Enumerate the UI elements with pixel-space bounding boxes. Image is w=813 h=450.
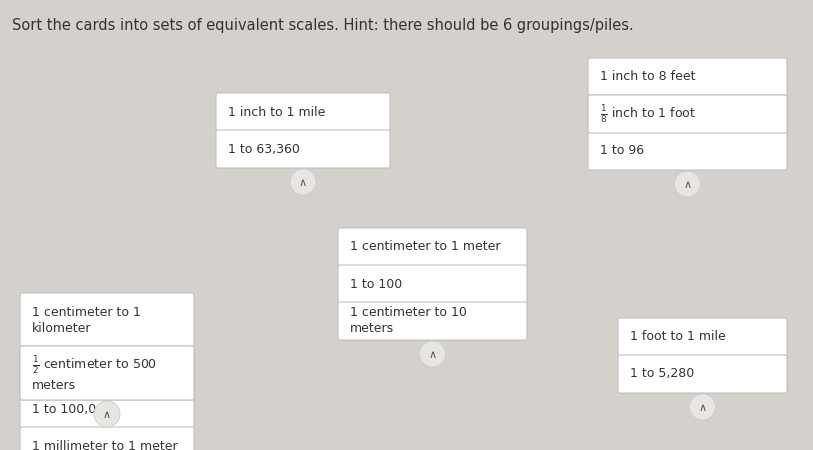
Text: ∧: ∧ [684,180,692,190]
Text: 1 inch to 8 feet: 1 inch to 8 feet [600,71,695,84]
Text: ½ centimeter to 500
meters: ½ centimeter to 500 meters [32,359,161,387]
Text: 1 centimeter to 1 meter: 1 centimeter to 1 meter [350,240,501,253]
Text: 1 inch to 1,000 inches: 1 inch to 1,000 inches [32,365,171,378]
Text: ∧: ∧ [299,178,307,188]
FancyBboxPatch shape [20,293,194,347]
Text: 1 centimeter to 10
meters: 1 centimeter to 10 meters [350,306,467,336]
Circle shape [675,171,701,197]
Text: 1 to 63,360: 1 to 63,360 [228,143,300,156]
Text: $\frac{1}{2}$ centimeter to 500
meters: $\frac{1}{2}$ centimeter to 500 meters [32,354,157,392]
FancyBboxPatch shape [216,93,390,131]
FancyBboxPatch shape [216,130,390,168]
FancyBboxPatch shape [618,318,787,356]
Text: 1 millimeter to 1 meter: 1 millimeter to 1 meter [32,440,177,450]
FancyBboxPatch shape [588,58,787,96]
Text: 1 to 100: 1 to 100 [350,278,402,291]
Text: 1 foot to 1 mile: 1 foot to 1 mile [630,330,726,343]
FancyBboxPatch shape [338,302,527,340]
Circle shape [689,394,715,420]
Text: ∧: ∧ [428,350,437,360]
FancyBboxPatch shape [20,390,194,428]
Circle shape [420,341,446,367]
FancyBboxPatch shape [20,346,194,400]
Text: 1 centimeter to 1
kilometer: 1 centimeter to 1 kilometer [32,306,141,334]
Text: ₁⁄₈ inch to 1 foot: ₁⁄₈ inch to 1 foot [600,108,699,121]
FancyBboxPatch shape [588,132,787,170]
Circle shape [94,401,120,427]
Text: $\frac{1}{8}$ inch to 1 foot: $\frac{1}{8}$ inch to 1 foot [600,103,696,125]
Circle shape [290,169,316,195]
Text: ∧: ∧ [698,403,706,413]
FancyBboxPatch shape [20,353,194,391]
Text: 1 to 96: 1 to 96 [600,144,644,158]
FancyBboxPatch shape [588,95,787,133]
Text: ∧: ∧ [103,410,111,420]
FancyBboxPatch shape [588,95,787,133]
Text: 1 to 100,000: 1 to 100,000 [32,402,112,415]
Text: Sort the cards into sets of equivalent scales. Hint: there should be 6 groupings: Sort the cards into sets of equivalent s… [12,18,634,33]
Text: 1 inch to 1 mile: 1 inch to 1 mile [228,105,325,118]
Text: 1 to 5,280: 1 to 5,280 [630,368,694,381]
FancyBboxPatch shape [618,355,787,393]
FancyBboxPatch shape [338,228,527,266]
FancyBboxPatch shape [20,346,194,400]
FancyBboxPatch shape [338,265,527,303]
FancyBboxPatch shape [20,427,194,450]
